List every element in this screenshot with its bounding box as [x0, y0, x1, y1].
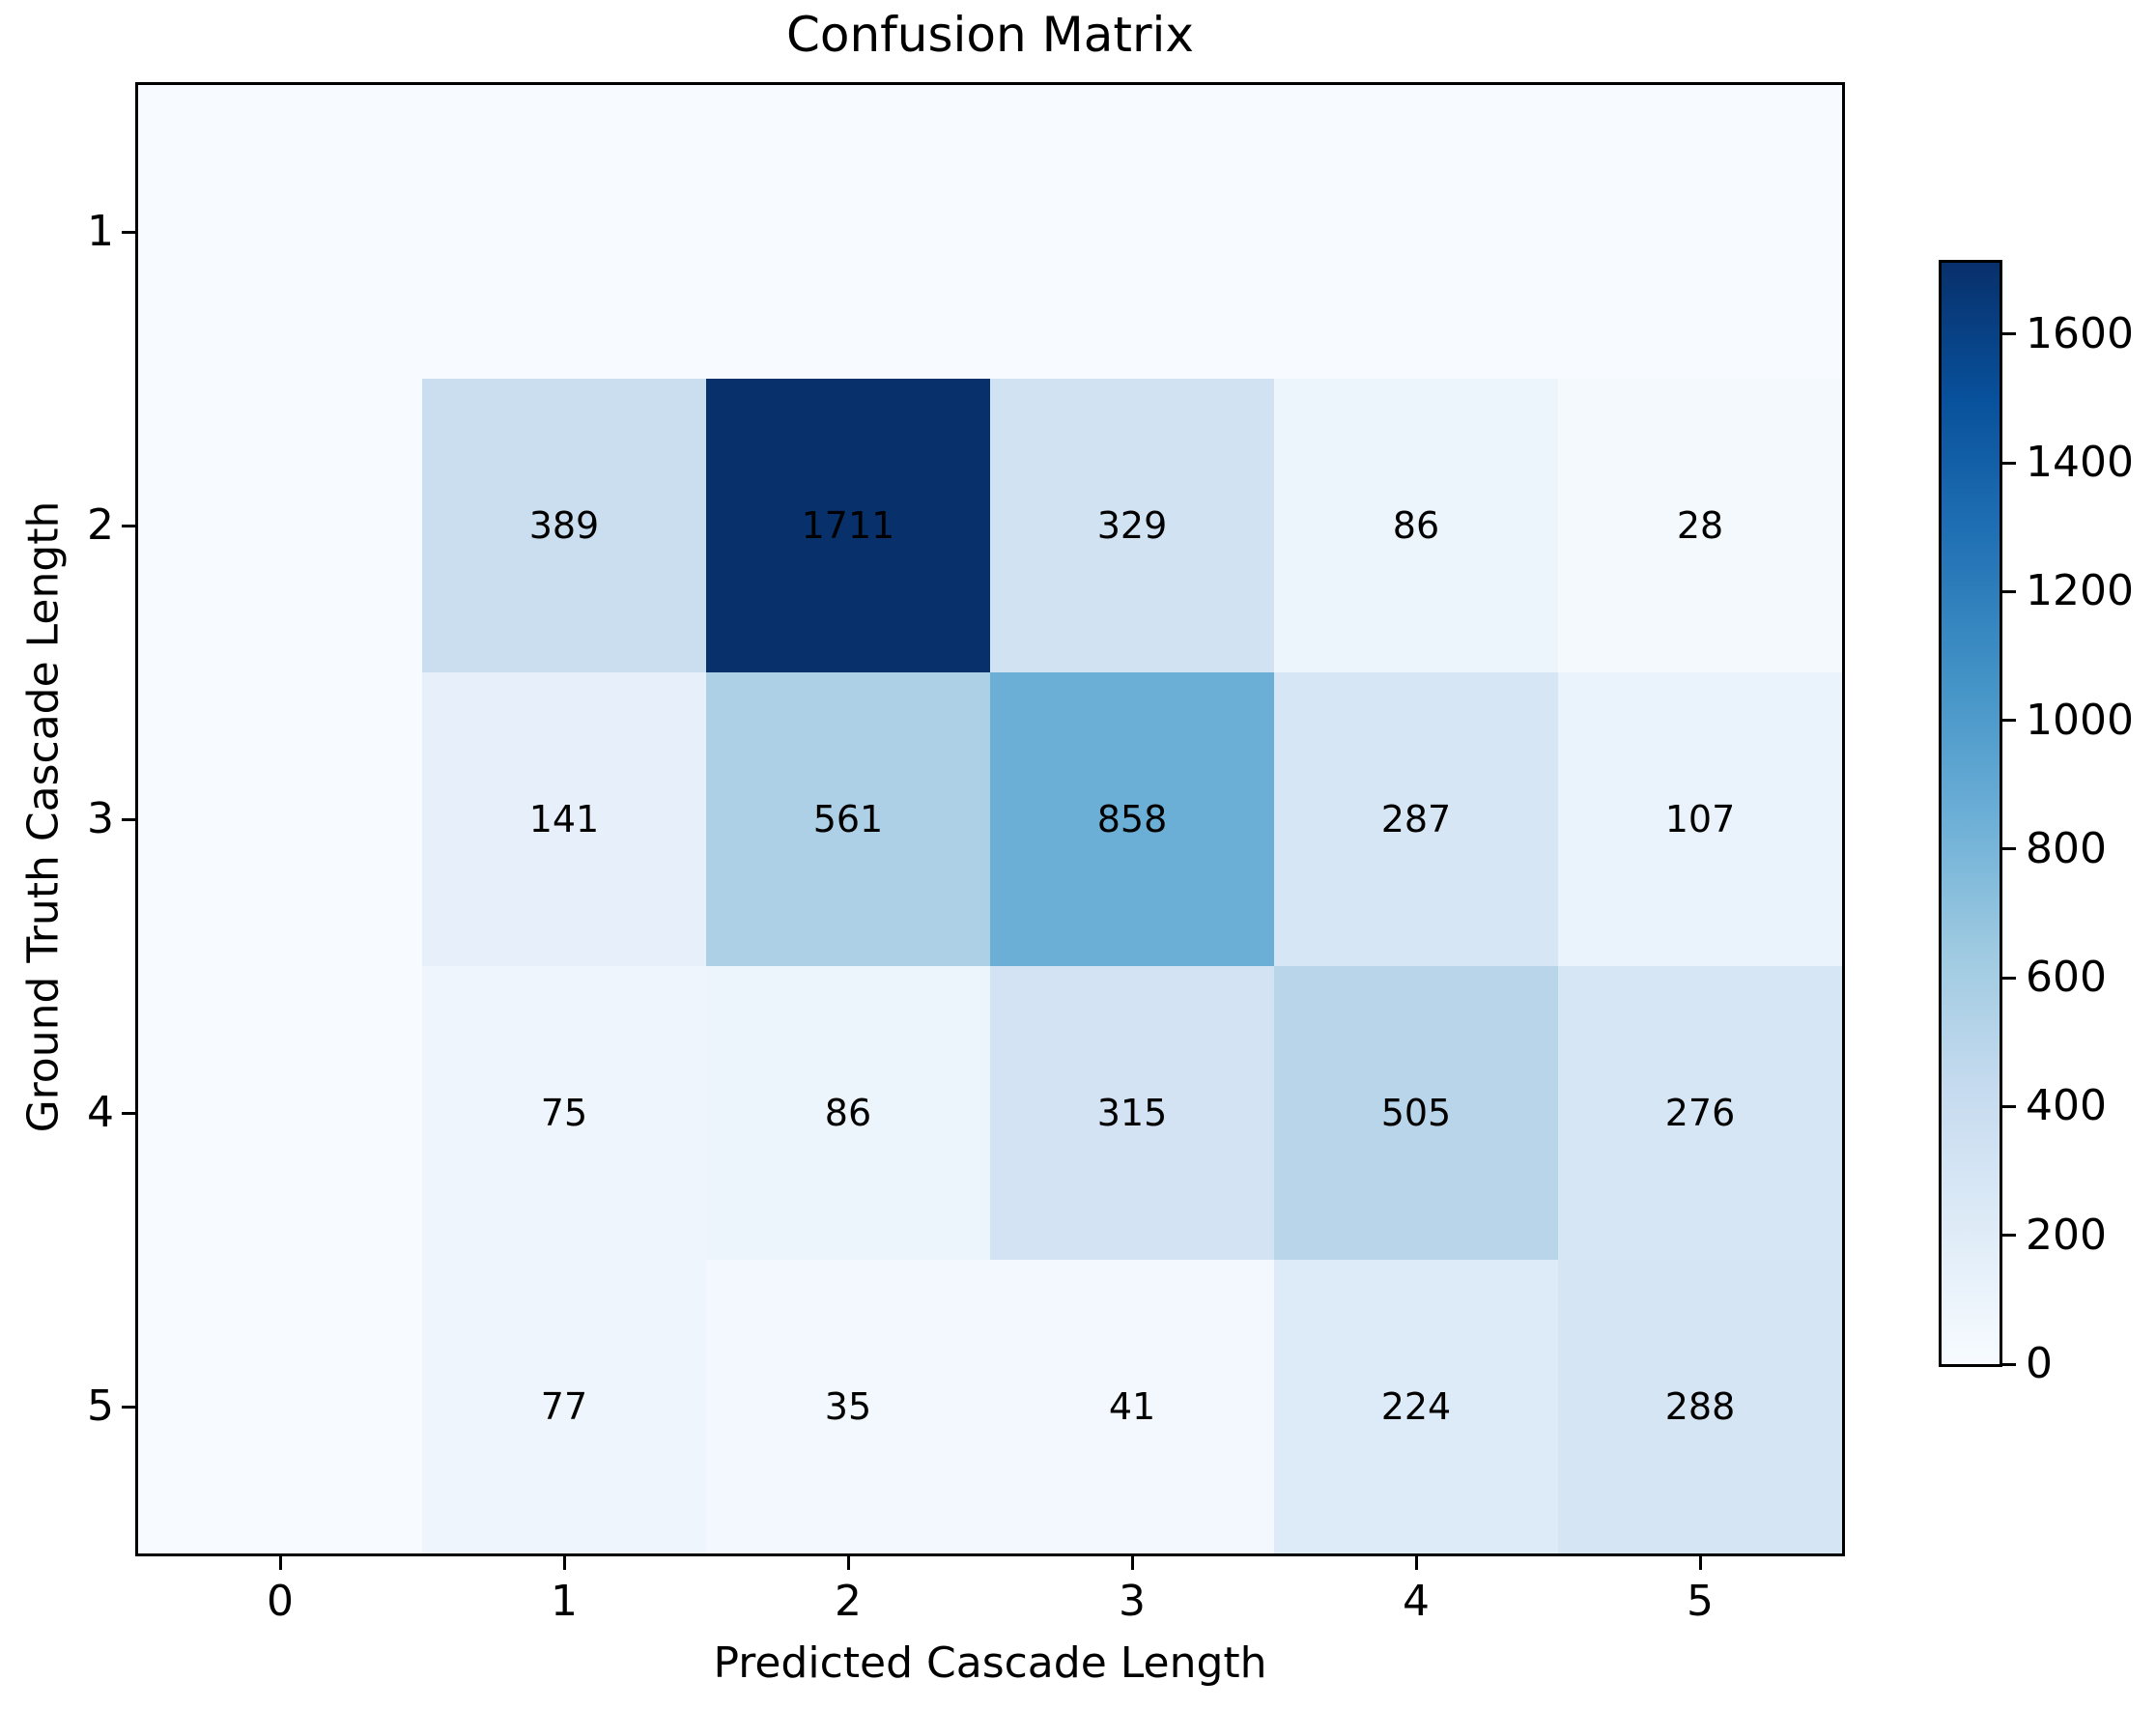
heatmap-cell: 505 [1273, 966, 1558, 1260]
cell-value: 35 [824, 1385, 872, 1428]
chart-title: Confusion Matrix [785, 7, 1195, 63]
tick-mark [278, 1556, 282, 1570]
cell-value: 858 [1096, 798, 1168, 840]
cell-value: 28 [1676, 504, 1724, 547]
y-tick-label: 5 [87, 1381, 114, 1431]
cell-value: 276 [1664, 1092, 1736, 1134]
tick-mark [1130, 1556, 1134, 1570]
cell-value: 141 [528, 798, 600, 840]
cell-value: 288 [1664, 1385, 1736, 1428]
heatmap-cell: 389 [421, 379, 706, 672]
x-tick-label: 0 [267, 1577, 294, 1626]
x-axis-label: Predicted Cascade Length [713, 1638, 1267, 1688]
heatmap-cell: 287 [1273, 672, 1558, 966]
tick-mark [122, 1111, 135, 1115]
cell-value: 107 [1664, 798, 1736, 840]
tick-mark [846, 1556, 850, 1570]
cell-value: 287 [1380, 798, 1452, 840]
x-tick-label: 1 [551, 1577, 578, 1626]
colorbar-tick-label: 200 [2026, 1210, 2107, 1260]
tick-mark [122, 524, 135, 527]
heatmap-cell: 35 [705, 1260, 990, 1553]
tick-mark [2002, 1362, 2016, 1366]
heatmap-cell: 288 [1558, 1260, 1842, 1553]
cell-value: 41 [1108, 1385, 1156, 1428]
cell-value: 1711 [801, 504, 895, 547]
heatmap-cell: 77 [421, 1260, 706, 1553]
y-tick-label: 2 [87, 500, 114, 550]
cell-value: 86 [1392, 504, 1440, 547]
colorbar [1939, 260, 2002, 1367]
heatmap-cell [138, 85, 422, 379]
tick-mark [1414, 1556, 1418, 1570]
heatmap-cell: 141 [421, 672, 706, 966]
cell-value: 75 [540, 1092, 588, 1134]
heatmap-cell: 28 [1558, 379, 1842, 672]
cell-value: 329 [1096, 504, 1168, 547]
heatmap-cell: 41 [990, 1260, 1274, 1553]
x-tick-label: 4 [1403, 1577, 1430, 1626]
x-tick-label: 5 [1687, 1577, 1714, 1626]
colorbar-tick-label: 800 [2026, 823, 2107, 873]
heatmap-cell: 329 [990, 379, 1274, 672]
tick-mark [122, 230, 135, 234]
heatmap-cell: 858 [990, 672, 1274, 966]
heatmap-cell: 224 [1273, 1260, 1558, 1553]
tick-mark [2002, 332, 2016, 336]
heatmap-cell [1558, 85, 1842, 379]
cell-value: 389 [528, 504, 600, 547]
colorbar-tick-label: 1400 [2026, 438, 2134, 488]
tick-mark [2002, 1104, 2016, 1108]
heatmap-cell [990, 85, 1274, 379]
heatmap-cell [138, 966, 422, 1260]
heatmap-cell [138, 672, 422, 966]
tick-mark [1698, 1556, 1702, 1570]
cell-value: 77 [540, 1385, 588, 1428]
tick-mark [2002, 847, 2016, 851]
heatmap-cells: 389 1711 329 86 28 141 561 858 287 107 75 86 315 505 2… [138, 85, 1842, 1553]
tick-mark [2002, 461, 2016, 465]
heatmap-cell: 276 [1558, 966, 1842, 1260]
heatmap-cell [1273, 85, 1558, 379]
heatmap-cell [138, 1260, 422, 1553]
tick-mark [2002, 976, 2016, 980]
cell-value: 561 [812, 798, 884, 840]
tick-mark [122, 817, 135, 821]
colorbar-tick-label: 1200 [2026, 566, 2134, 616]
y-tick-label: 1 [87, 207, 114, 256]
heatmap-cell: 86 [1273, 379, 1558, 672]
y-axis-label-wrap: Ground Truth Cascade Length [0, 82, 87, 1551]
heatmap-cell: 561 [705, 672, 990, 966]
x-tick-label: 2 [835, 1577, 862, 1626]
heatmap-cell: 1711 [705, 379, 990, 672]
tick-mark [2002, 719, 2016, 723]
heatmap-cell: 86 [705, 966, 990, 1260]
heatmap-cell [138, 379, 422, 672]
heatmap-plot-area: 389 1711 329 86 28 141 561 858 287 107 75 86 315 505 2… [135, 82, 1845, 1556]
cell-value: 224 [1380, 1385, 1452, 1428]
y-tick-label: 4 [87, 1088, 114, 1137]
cell-value: 315 [1096, 1092, 1168, 1134]
cell-value: 505 [1380, 1092, 1452, 1134]
colorbar-tick-label: 1600 [2026, 308, 2134, 358]
tick-mark [2002, 589, 2016, 593]
tick-mark [562, 1556, 566, 1570]
y-tick-label: 3 [87, 794, 114, 843]
heatmap-cell: 107 [1558, 672, 1842, 966]
heatmap-cell [705, 85, 990, 379]
heatmap-cell: 75 [421, 966, 706, 1260]
colorbar-tick-label: 0 [2026, 1339, 2053, 1388]
colorbar-tick-label: 1000 [2026, 695, 2134, 745]
tick-mark [122, 1405, 135, 1409]
cell-value: 86 [824, 1092, 872, 1134]
y-axis-label: Ground Truth Cascade Length [18, 500, 69, 1132]
tick-mark [2002, 1234, 2016, 1238]
colorbar-tick-label: 600 [2026, 953, 2107, 1003]
colorbar-tick-label: 400 [2026, 1081, 2107, 1131]
heatmap-cell [421, 85, 706, 379]
heatmap-cell: 315 [990, 966, 1274, 1260]
x-tick-label: 3 [1119, 1577, 1146, 1626]
